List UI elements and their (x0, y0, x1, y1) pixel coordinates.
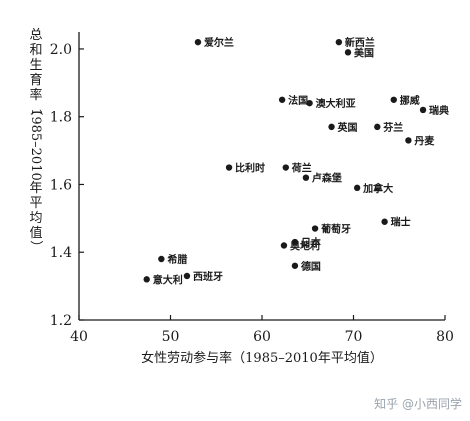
data-point (225, 164, 233, 171)
data-point-label: 瑞士 (391, 216, 411, 229)
data-point (328, 123, 335, 131)
y-axis-ticks: 1.2 1.4 1.6 1.8 2.0 (50, 42, 84, 329)
x-tick-label: 50 (162, 329, 180, 345)
x-axis-title: 女性劳动参与率（1985–2010年平均值） (141, 350, 383, 366)
data-point-label: 奥地利 (290, 239, 320, 252)
data-point-label: 澳大利亚 (316, 97, 356, 110)
data-point (194, 38, 202, 46)
data-point (280, 242, 288, 249)
data-point (291, 262, 299, 269)
data-point (405, 137, 412, 144)
y-axis-title-char: 生 (29, 58, 42, 73)
data-point (390, 96, 397, 103)
y-tick-label: 1.4 (50, 245, 72, 261)
y-axis-title-char: 值 (29, 225, 42, 241)
data-point-label: 英国 (337, 121, 358, 134)
y-axis-title-char: 和 (29, 43, 42, 58)
y-axis-title-char: 总 (29, 28, 42, 43)
y-tick-label: 1.6 (50, 177, 72, 193)
data-point-label: 比利时 (235, 162, 265, 175)
x-axis-ticks: 40 50 60 70 80 (70, 315, 454, 345)
data-point-label: 德国 (300, 260, 321, 273)
data-point-label: 意大利 (153, 273, 183, 286)
data-point (306, 99, 313, 107)
data-point-label: 爱尔兰 (204, 36, 234, 49)
data-point-label: 法国 (288, 94, 308, 107)
y-axis-title-char: 率 (29, 87, 42, 103)
data-point (291, 238, 299, 246)
y-axis-title-char: ） (28, 240, 43, 253)
data-point (302, 174, 310, 181)
data-point-label: 美国 (354, 46, 374, 59)
x-tick-label: 60 (253, 329, 271, 345)
data-point (381, 218, 388, 225)
plot-frame (78, 32, 445, 321)
x-tick-label: 80 (436, 329, 454, 345)
data-point-label: 瑞典 (429, 104, 449, 117)
y-axis-title-char: 育 (29, 72, 42, 88)
data-point (278, 96, 286, 103)
y-axis-title-char: （ (28, 102, 43, 115)
data-point (282, 164, 289, 171)
data-point-label: 希腊 (166, 253, 187, 266)
y-axis-title-char: 年 (29, 181, 42, 196)
y-tick-label: 2.0 (50, 42, 72, 58)
data-point (158, 255, 165, 263)
x-tick-label: 70 (345, 329, 363, 345)
y-axis-title-char: 平 (29, 196, 42, 211)
data-point-label: 荷兰 (291, 162, 312, 175)
data-point (419, 106, 427, 114)
y-tick-label: 1.2 (50, 313, 72, 329)
data-point (374, 123, 381, 131)
data-point-label: 葡萄牙 (320, 223, 351, 236)
data-point-label: 挪威 (400, 94, 420, 107)
y-tick-label: 1.8 (50, 110, 72, 126)
watermark-text: 知乎 @小西同学 (374, 396, 462, 411)
data-point (344, 49, 352, 56)
data-point-label: 日本 (301, 236, 322, 249)
data-point-label: 新西兰 (345, 36, 375, 49)
y-axis-title-char: 均 (29, 211, 42, 226)
data-point (353, 184, 361, 192)
data-point-label: 西班牙 (193, 270, 223, 283)
data-point-label: 加拿大 (362, 182, 393, 195)
y-axis-title-segment: 1985–2010 (28, 108, 43, 181)
data-point-label: 丹麦 (414, 134, 435, 147)
data-point (311, 225, 319, 232)
data-point-label: 卢森堡 (312, 172, 342, 185)
x-tick-label: 40 (70, 329, 88, 345)
data-point (335, 38, 343, 46)
data-point (183, 272, 191, 280)
data-point (143, 276, 150, 283)
data-point-label: 芬兰 (382, 121, 403, 134)
